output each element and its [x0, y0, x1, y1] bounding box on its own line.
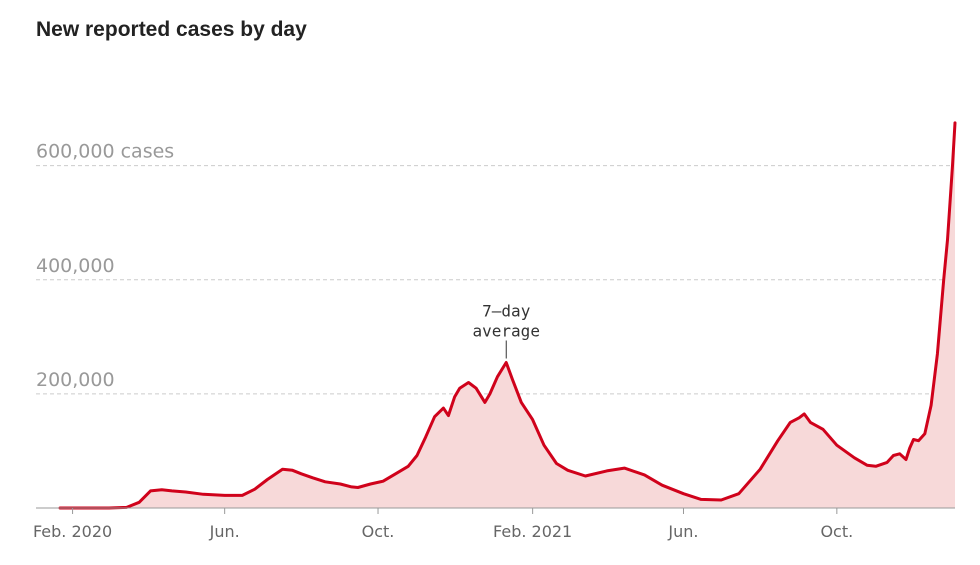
- x-tick-label: Jun.: [209, 522, 240, 541]
- y-tick-label: 200,000: [36, 369, 115, 391]
- annotation-label: average: [473, 322, 540, 341]
- x-tick-label: Feb. 2021: [493, 522, 572, 541]
- annotation-label: 7–day: [482, 302, 531, 321]
- x-tick-label: Oct.: [362, 522, 395, 541]
- x-tick-label: Jun.: [667, 522, 698, 541]
- series-line: [58, 121, 957, 510]
- chart-title: New reported cases by day: [36, 18, 307, 41]
- y-tick-label: 600,000 cases: [36, 141, 174, 163]
- x-tick-label: Feb. 2020: [33, 522, 112, 541]
- y-tick-label: 400,000: [36, 255, 115, 277]
- x-tick-label: Oct.: [820, 522, 853, 541]
- area-fill: [60, 122, 955, 509]
